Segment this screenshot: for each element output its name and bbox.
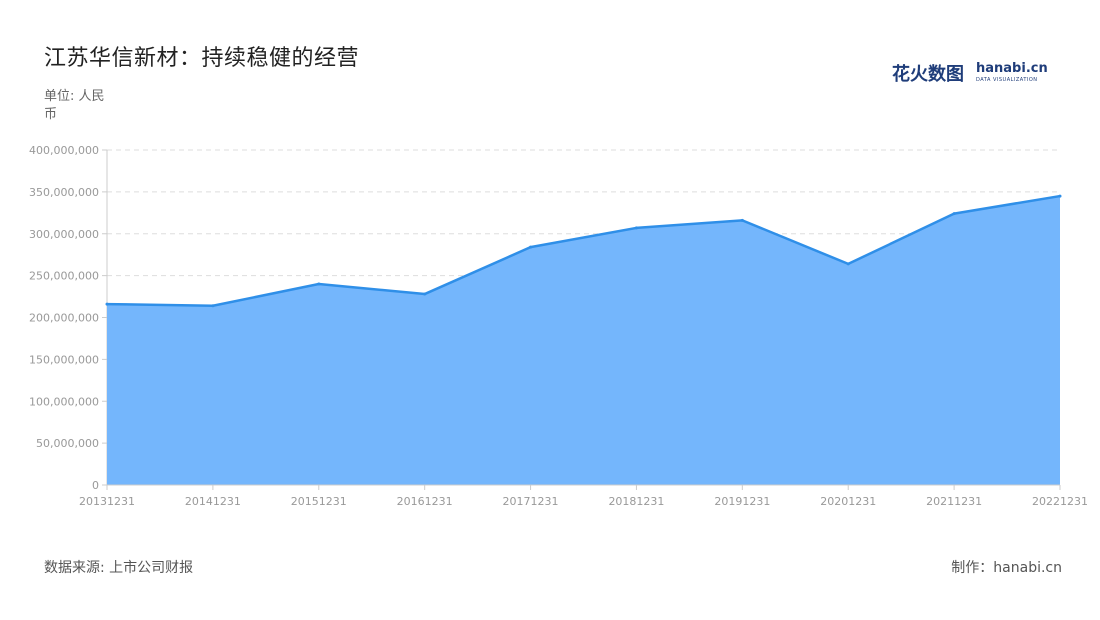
y-tick-label: 250,000,000 (29, 270, 99, 283)
chart-title: 江苏华信新材：持续稳健的经营 (44, 46, 360, 71)
area-fill (107, 196, 1060, 485)
logo-subtitle: DATA VISUALIZATION (976, 77, 1038, 83)
series-area (105, 194, 1062, 485)
series-line (106, 194, 1061, 308)
x-tick-label: 20171231 (503, 495, 559, 508)
data-point (105, 302, 109, 306)
x-tick-label: 20131231 (79, 495, 135, 508)
data-point (952, 212, 956, 216)
y-tick-label: 300,000,000 (29, 228, 99, 241)
data-point (1058, 194, 1062, 198)
logo-text-cn: 花火数图 (892, 64, 964, 85)
brand-logo: 花火数图 hanabi.cn DATA VISUALIZATION (890, 60, 1050, 85)
data-point (317, 282, 321, 286)
y-tick-label: 50,000,000 (36, 437, 99, 450)
data-source: 数据来源: 上市公司财报 (44, 560, 194, 576)
logo-text-en: hanabi.cn (976, 61, 1048, 76)
data-point (529, 245, 533, 249)
x-tick-label: 20161231 (397, 495, 453, 508)
unit-label: 单位: 人民币 (44, 89, 105, 122)
data-point (846, 262, 850, 266)
data-point (740, 218, 744, 222)
y-tick-label: 350,000,000 (29, 186, 99, 199)
data-point (423, 292, 427, 296)
x-tick-label: 20221231 (1032, 495, 1088, 508)
x-axis: 20131231 20141231 20151231 20161231 20171231… (79, 484, 1088, 508)
x-tick-label: 20151231 (291, 495, 347, 508)
data-point (634, 226, 638, 230)
y-tick-label: 100,000,000 (29, 395, 99, 408)
x-tick-label: 20141231 (185, 495, 241, 508)
x-tick-label: 20181231 (608, 495, 664, 508)
x-tick-label: 20201231 (820, 495, 876, 508)
maker-credit: 制作：hanabi.cn (951, 560, 1062, 576)
y-tick-label: 150,000,000 (29, 353, 99, 366)
x-tick-label: 20211231 (926, 495, 982, 508)
x-tick-label: 20191231 (714, 495, 770, 508)
y-tick-label: 0 (92, 479, 99, 492)
y-tick-label: 200,000,000 (29, 312, 99, 325)
y-axis: 0 50,000,000 100,000,000 150,000,000 200,000… (29, 144, 108, 492)
y-tick-label: 400,000,000 (29, 144, 99, 157)
data-point (211, 304, 215, 308)
